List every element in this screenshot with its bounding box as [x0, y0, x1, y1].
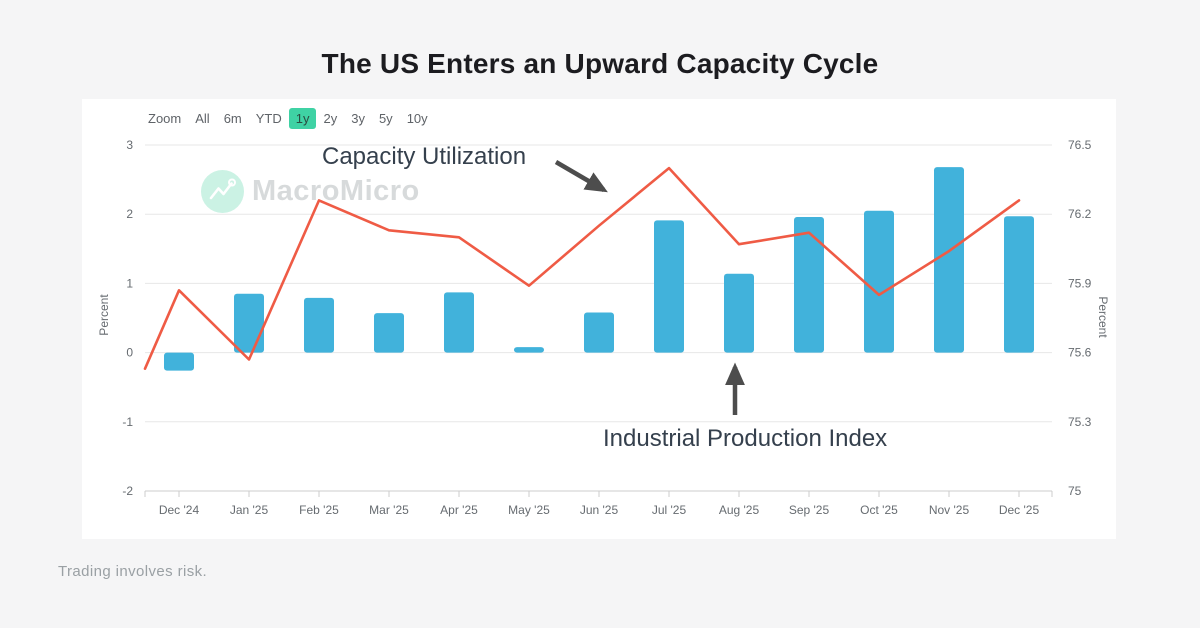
ipi-bar-sep-25[interactable] — [794, 216, 824, 353]
y-axis-left-tick-label: 2 — [126, 207, 133, 221]
x-axis-label: Dec '24 — [159, 503, 200, 517]
ipi-bar-feb-25[interactable] — [304, 297, 334, 353]
x-axis-label: Aug '25 — [719, 503, 760, 517]
range-button-ytd[interactable]: YTD — [255, 111, 282, 126]
x-axis-label: Sep '25 — [789, 503, 830, 517]
annotation-capacity-utilization: Capacity Utilization — [322, 143, 527, 170]
range-button-5y[interactable]: 5y — [378, 111, 393, 126]
y-axis-left-tick-label: 3 — [126, 138, 133, 152]
chart-card: 3 2 1 0 -1 -2 76.5 76.2 75.9 75.6 75.3 75 Percent Per… — [82, 99, 1116, 539]
ipi-bar-dec-25[interactable] — [1004, 216, 1034, 353]
annotation-industrial-production-index: Industrial Production Index — [603, 425, 888, 452]
capacity-utilization-line[interactable] — [143, 166, 1021, 371]
range-toolbar: Zoom All 6m YTD 1y 2y 3y 5y 10y — [141, 108, 435, 129]
range-button-10y[interactable]: 10y — [406, 111, 428, 126]
x-axis-label: May '25 — [508, 503, 550, 517]
ipi-bar-mar-25[interactable] — [374, 313, 404, 353]
ipi-bar-may-25[interactable] — [514, 347, 544, 353]
y-axis-right-tick-label: 75.3 — [1068, 415, 1092, 429]
ipi-bar-nov-25[interactable] — [934, 167, 964, 353]
x-axis-label: Mar '25 — [369, 503, 409, 517]
x-axis-label: Jul '25 — [652, 503, 687, 517]
y-axis-left-tick-label: 1 — [126, 276, 133, 290]
range-button-6m[interactable]: 6m — [223, 111, 242, 126]
y-axis-right-tick-label: 75.6 — [1068, 346, 1092, 360]
y-axis-left-tick-label: 0 — [126, 346, 133, 360]
y-axis-left-tick-label: -2 — [122, 484, 133, 498]
ipi-bar-jan-25[interactable] — [234, 293, 264, 353]
x-axis-label: Apr '25 — [440, 503, 478, 517]
ipi-bar-aug-25[interactable] — [724, 273, 754, 353]
y-axis-left-tick-label: -1 — [122, 415, 133, 429]
x-axis-label: Dec '25 — [999, 503, 1040, 517]
ipi-bar-jun-25[interactable] — [584, 312, 614, 353]
disclaimer: Trading involves risk. — [58, 563, 208, 580]
range-button-2y[interactable]: 2y — [323, 111, 338, 126]
y-axis-right-title: Percent — [1096, 296, 1110, 338]
ipi-bar-dec-24[interactable] — [164, 352, 194, 371]
zoom-label: Zoom — [148, 111, 182, 126]
x-axis-label: Oct '25 — [860, 503, 898, 517]
page-title: The US Enters an Upward Capacity Cycle — [321, 48, 879, 79]
y-axis-right-tick-label: 75 — [1068, 484, 1082, 498]
ipi-bar-oct-25[interactable] — [864, 210, 894, 353]
y-axis-left-title: Percent — [97, 294, 111, 336]
ipi-bar-jul-25[interactable] — [654, 220, 684, 353]
arrow-to-capacity-utilization-line — [554, 160, 608, 193]
range-button-all[interactable]: All — [195, 111, 210, 126]
chart-plot: 3 2 1 0 -1 -2 76.5 76.2 75.9 75.6 75.3 75 Percent Per… — [97, 138, 1110, 517]
ipi-bar-apr-25[interactable] — [444, 292, 474, 353]
x-axis-label: Jun '25 — [580, 503, 619, 517]
x-axis-label: Feb '25 — [299, 503, 339, 517]
range-button-3y[interactable]: 3y — [351, 111, 365, 126]
y-axis-right-tick-label: 76.5 — [1068, 138, 1092, 152]
x-axis-label: Nov '25 — [929, 503, 970, 517]
range-button-1y[interactable]: 1y — [288, 108, 317, 129]
y-axis-right-tick-label: 75.9 — [1068, 276, 1092, 290]
y-axis-right-tick-label: 76.2 — [1068, 207, 1092, 221]
x-axis-label: Jan '25 — [230, 503, 269, 517]
